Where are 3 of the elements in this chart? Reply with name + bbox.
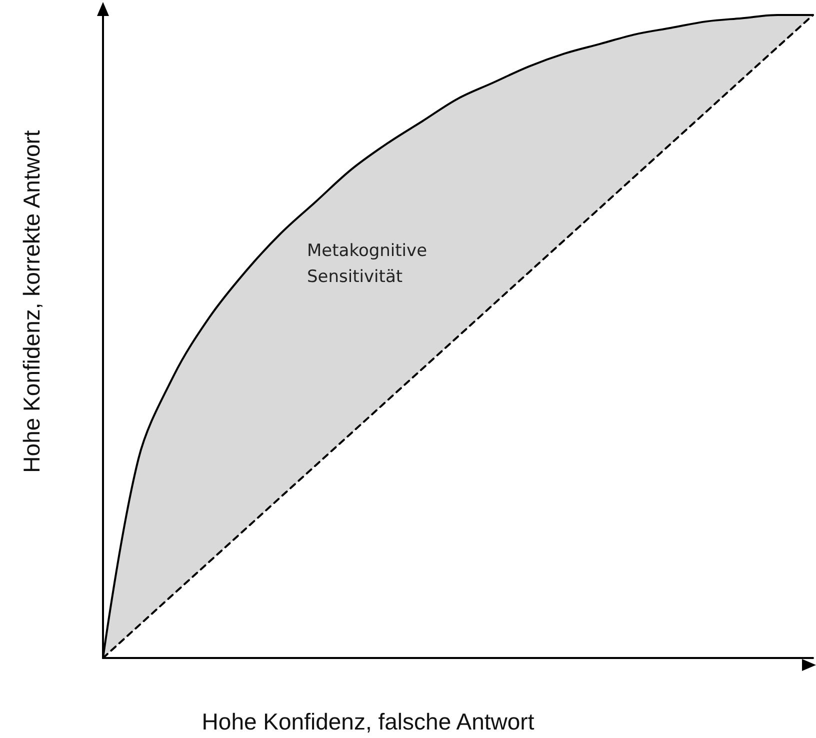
annotation: Metakognitive Sensitivität	[307, 240, 428, 289]
x-axis-title: Hohe Konfidenz, falsche Antwort	[202, 708, 535, 734]
y-axis-title: Hohe Konfidenz, korrekte Antwort	[18, 130, 44, 473]
